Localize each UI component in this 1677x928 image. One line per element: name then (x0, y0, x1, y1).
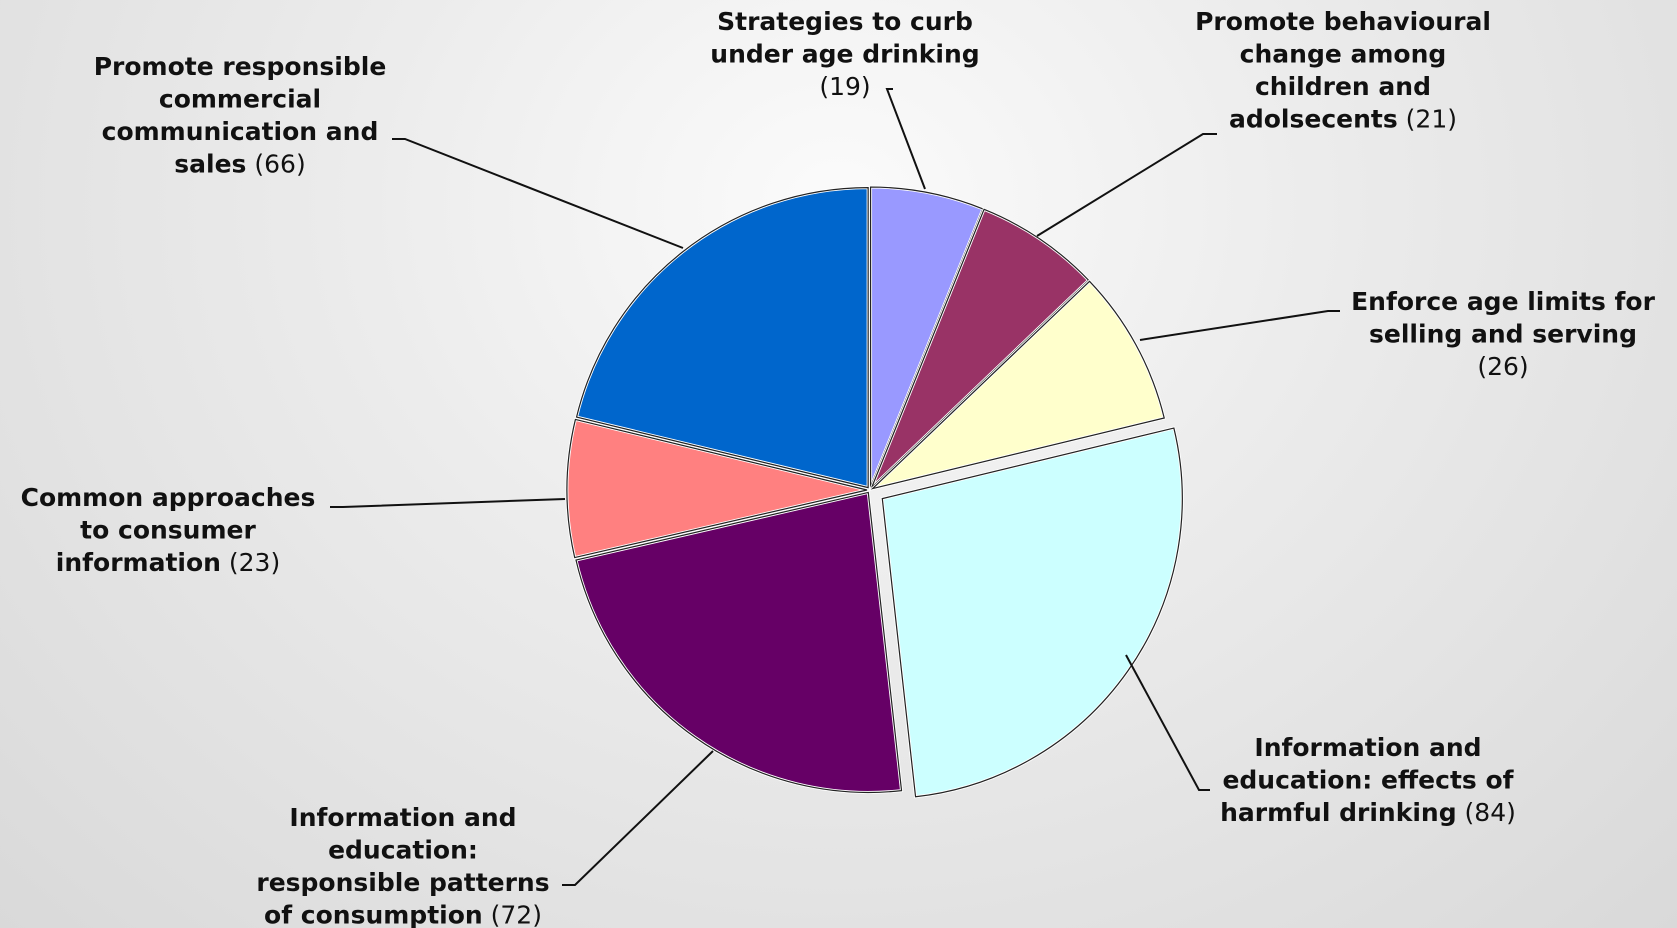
leader-line-2 (1036, 133, 1217, 237)
slice-label-7: Promote responsible commercial communicati… (94, 52, 387, 179)
pie-slice-4 (880, 426, 1184, 799)
pie-slice-outline-4 (881, 427, 1183, 798)
slice-label-2: Promote behavioural change among children … (1195, 7, 1491, 134)
slice-label-6: Common approaches to consumer information … (21, 483, 316, 577)
pie-slice-outline-3 (870, 280, 1165, 490)
pie-slice-outline-5 (575, 491, 903, 794)
pie-slice-outline-2 (871, 208, 1090, 488)
slice-value-4: (84) (1457, 798, 1516, 827)
slice-value-1: (19) (819, 72, 870, 101)
slice-value-6: (23) (221, 548, 280, 577)
slice-value-3: (26) (1477, 352, 1528, 381)
slice-labels: Strategies to curb under age drinking (19)… (21, 7, 1656, 928)
leader-line-5 (562, 750, 714, 886)
slice-value-2: (21) (1398, 105, 1457, 134)
slice-value-5: (72) (483, 901, 542, 928)
leader-line-3 (1139, 310, 1340, 341)
pie-slices (565, 185, 1184, 799)
slice-value-7: (66) (246, 150, 305, 179)
slice-label-1: Strategies to curb under age drinking (19) (710, 7, 979, 101)
pie-slice-outline-7 (575, 187, 869, 489)
pie-slice-outline-6 (566, 418, 868, 559)
leader-lines (330, 88, 1340, 886)
leader-line-6 (330, 498, 566, 508)
leader-line-1 (885, 88, 926, 190)
slice-label-5: Information and education: responsible pat… (256, 803, 549, 928)
slice-label-4: Information and education: effects of harm… (1220, 733, 1516, 827)
leader-line-7 (392, 138, 684, 249)
slice-label-3: Enforce age limits for selling and servin… (1351, 287, 1656, 381)
leader-line-4 (1125, 654, 1210, 791)
